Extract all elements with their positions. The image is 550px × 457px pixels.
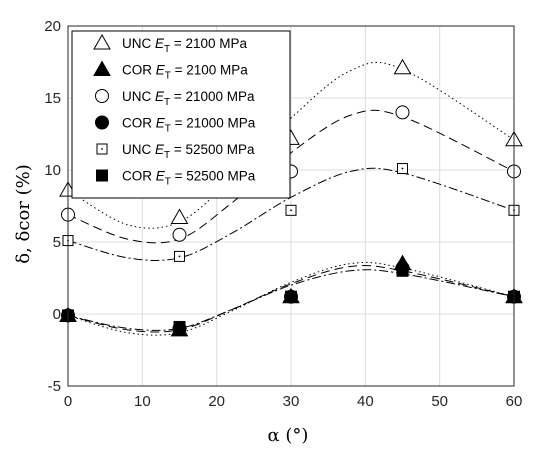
y-tick-label: 20 <box>44 18 61 35</box>
marker-center-dot <box>101 148 103 150</box>
marker-series-6 <box>396 264 409 277</box>
legend-label: UNC ET = 21000 MPa <box>122 89 255 108</box>
legend-label: UNC ET = 52500 MPa <box>122 142 255 161</box>
legend-box <box>71 30 291 199</box>
marker-series-3 <box>395 105 410 120</box>
legend-label: COR ET = 2100 MPa <box>122 63 248 82</box>
marker-legend-4 <box>95 115 109 130</box>
x-axis-label: α (°) <box>268 425 309 446</box>
fit-line-series-4 <box>67 265 515 333</box>
y-tick-label: 10 <box>44 162 61 179</box>
plot-area-frame <box>67 25 515 387</box>
y-tick-label: 0 <box>53 306 61 323</box>
legend-label: UNC ET = 2100 MPa <box>122 36 248 55</box>
x-tick-label: 30 <box>283 393 300 410</box>
y-tick-label: 5 <box>53 234 61 251</box>
marker-series-1 <box>170 208 189 225</box>
marker-legend-6 <box>96 169 108 182</box>
marker-series-6 <box>173 320 186 333</box>
x-tick-label: 10 <box>134 393 151 410</box>
x-tick-label: 40 <box>357 393 374 410</box>
marker-series-3 <box>172 227 187 242</box>
y-tick-label: 15 <box>44 90 61 107</box>
y-tick-label: -5 <box>48 378 61 395</box>
legend-label: COR ET = 21000 MPa <box>122 116 256 135</box>
marker-center-dot <box>401 167 404 170</box>
x-tick-label: 50 <box>431 393 448 410</box>
x-tick-label: 20 <box>208 393 225 410</box>
x-tick-label: 60 <box>506 393 523 410</box>
marker-series-1 <box>393 58 412 75</box>
legend-label: COR ET = 52500 MPa <box>122 169 256 188</box>
marker-center-dot <box>290 209 292 212</box>
marker-series-6 <box>285 290 297 303</box>
marker-legend-3 <box>95 89 109 103</box>
y-tick-labels: -5 0 5 10 15 20 <box>44 18 61 395</box>
y-axis-label: δ, δcor (%) <box>13 164 34 264</box>
marker-center-dot <box>178 255 181 258</box>
x-tick-labels: 0 10 20 30 40 50 60 <box>64 393 523 410</box>
marker-legend-1 <box>93 33 111 50</box>
legend: UNC ET = 2100 MPa COR ET = 2100 MPa UNC ET… <box>71 30 291 199</box>
marker-legend-2 <box>93 60 111 76</box>
x-tick-label: 0 <box>64 393 72 410</box>
